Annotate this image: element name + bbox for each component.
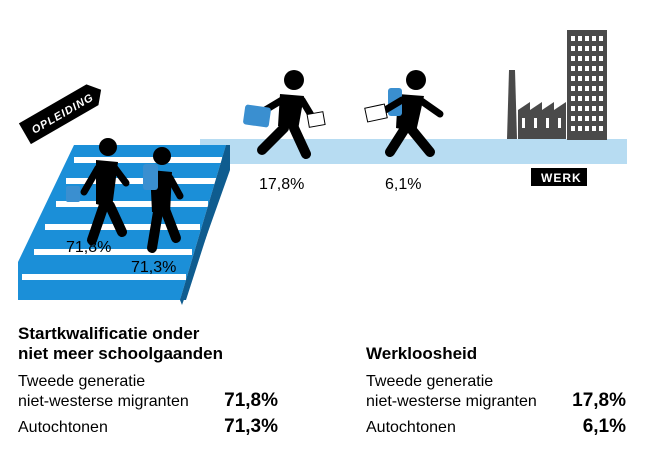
building-window: [571, 66, 575, 71]
person-stairs-2: [143, 147, 184, 253]
building-window: [585, 86, 589, 91]
person-walking-2: [364, 70, 444, 157]
building-window: [578, 116, 582, 121]
right-row1-label-line1: Tweede generatie: [366, 373, 494, 390]
building-window: [599, 106, 603, 111]
building-window: [578, 106, 582, 111]
building-window: [578, 36, 582, 41]
building-window: [592, 76, 596, 81]
left-section-title-line1: Startkwalificatie onder: [18, 324, 200, 343]
building-window: [571, 126, 575, 131]
building-window: [585, 66, 589, 71]
building-window: [578, 86, 582, 91]
right-row2-label: Autochtonen: [366, 419, 456, 436]
building-window: [599, 126, 603, 131]
building-window: [592, 126, 596, 131]
right-row2-value: 6,1%: [582, 416, 626, 437]
building-window: [571, 36, 575, 41]
left-row2-label: Autochtonen: [18, 419, 108, 436]
building-window: [578, 66, 582, 71]
building-window: [571, 96, 575, 101]
building-window: [592, 106, 596, 111]
left-row1-label-line2: niet-westerse migranten: [18, 393, 189, 410]
building-window: [599, 36, 603, 41]
building-window: [592, 86, 596, 91]
building-window: [599, 66, 603, 71]
building-window: [592, 66, 596, 71]
building-window: [592, 46, 596, 51]
walk-migrants-value: 17,8%: [259, 176, 305, 193]
walk-native-value: 6,1%: [385, 176, 422, 193]
building-window: [592, 96, 596, 101]
building-window: [599, 86, 603, 91]
building-window: [585, 116, 589, 121]
building-window: [592, 56, 596, 61]
right-section-title: Werkloosheid: [366, 344, 478, 363]
right-row1-label-line2: niet-westerse migranten: [366, 393, 537, 410]
building-window: [578, 56, 582, 61]
left-row1-value: 71,8%: [224, 390, 278, 411]
building-window: [585, 46, 589, 51]
building-window: [585, 106, 589, 111]
building-window: [599, 56, 603, 61]
factory: [507, 70, 566, 139]
person-stairs-1: [66, 138, 130, 245]
building-window: [599, 116, 603, 121]
left-section-title-line2: niet meer schoolgaanden: [18, 344, 223, 363]
building-window: [585, 126, 589, 131]
building-window: [578, 46, 582, 51]
building-window: [571, 56, 575, 61]
building-window: [599, 96, 603, 101]
stairs-migrants-value: 71,8%: [66, 239, 112, 256]
building-window: [585, 96, 589, 101]
building-window: [571, 76, 575, 81]
building-window: [578, 96, 582, 101]
werk-tag: [531, 168, 587, 186]
right-row1-value: 17,8%: [572, 390, 626, 411]
building-window: [592, 116, 596, 121]
building-window: [578, 126, 582, 131]
building-window: [592, 36, 596, 41]
left-row2-value: 71,3%: [224, 416, 278, 437]
building-window: [571, 106, 575, 111]
werk-label: WERK: [541, 171, 582, 185]
building-window: [571, 46, 575, 51]
person-walking-1: [243, 70, 326, 159]
building-window: [585, 56, 589, 61]
building-window: [571, 116, 575, 121]
building-window: [585, 76, 589, 81]
building-window: [599, 46, 603, 51]
stairs-native-value: 71,3%: [131, 259, 177, 276]
building-window: [585, 36, 589, 41]
left-row1-label-line1: Tweede generatie: [18, 373, 146, 390]
opleiding-sign: OPLEIDING: [18, 84, 102, 145]
building-window: [599, 76, 603, 81]
building-window: [578, 76, 582, 81]
building-window: [571, 86, 575, 91]
office-building: [567, 30, 607, 140]
